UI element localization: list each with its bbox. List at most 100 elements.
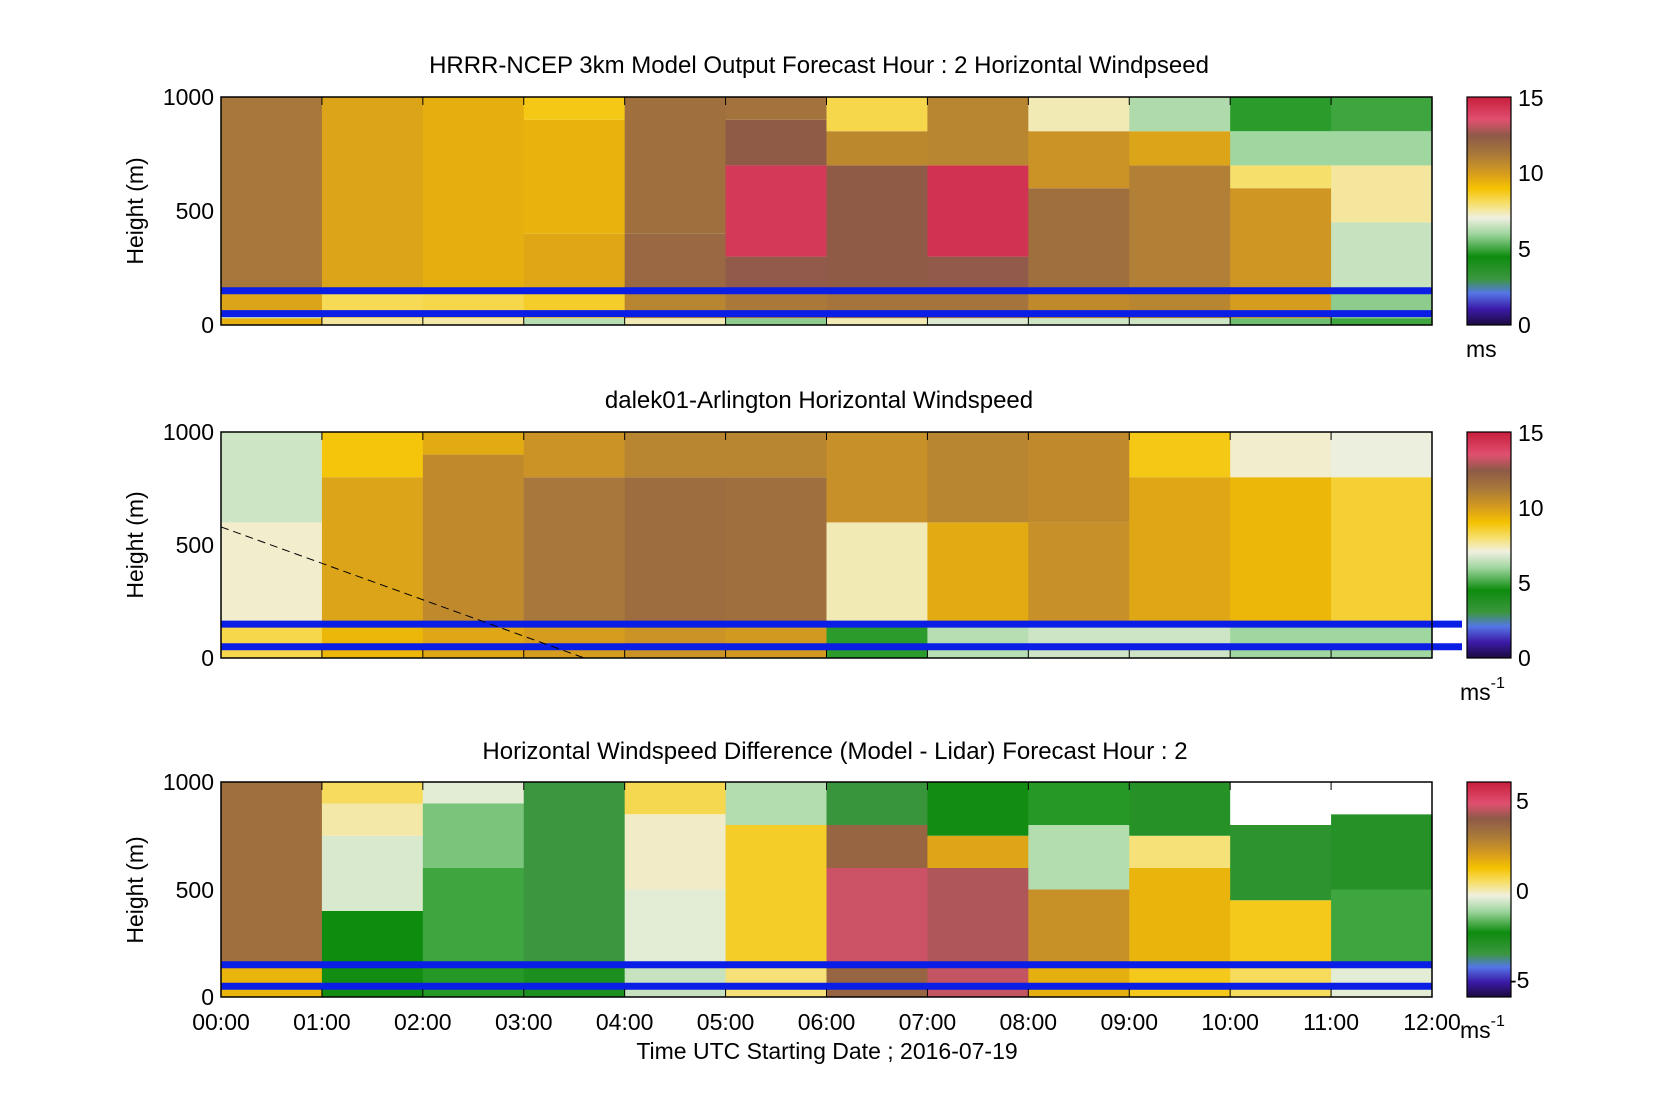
- heatmap-cell-p3-h0-s1: [221, 782, 323, 965]
- xtick-label-7: 07:00: [899, 1009, 957, 1035]
- heatmap-cell-p3-h7-s1: [927, 868, 1029, 965]
- heatmap-cell-p3-h10-s0: [1230, 964, 1332, 997]
- panel-1-ylabel: Height (m): [122, 157, 148, 264]
- heatmap-cell-p1-h3-s4: [523, 97, 626, 120]
- heatmap-cell-p3-h4-s0: [624, 964, 727, 997]
- panel-1-cbar-unit: ms: [1466, 336, 1497, 362]
- heatmap-cell-p1-h4-s3: [624, 97, 727, 234]
- heatmap-cell-p2-h4-s2: [624, 432, 727, 478]
- heatmap-cell-p3-h9-s2: [1129, 835, 1231, 868]
- panel-difference: Horizontal Windspeed Difference (Model -…: [122, 738, 1529, 1064]
- heatmap-cell-p2-h9-s2: [1129, 432, 1231, 478]
- heatmap-cell-p1-h1-s0: [321, 318, 424, 325]
- panel-2-cells: [221, 432, 1433, 658]
- heatmap-cell-p1-h9-s0: [1129, 318, 1231, 325]
- heatmap-cell-p2-h6-s0: [826, 624, 929, 658]
- heatmap-cell-p1-h11-s0: [1331, 318, 1433, 325]
- heatmap-cell-p2-h11-s0: [1331, 624, 1433, 658]
- heatmap-cell-p1-h2-s2: [422, 97, 525, 291]
- heatmap-cell-p2-h3-s1: [523, 477, 626, 625]
- xtick-label-9: 09:00: [1100, 1009, 1158, 1035]
- heatmap-cell-p1-h5-s5: [725, 97, 828, 120]
- panel-model: HRRR-NCEP 3km Model Output Forecast Hour…: [122, 52, 1544, 362]
- heatmap-cell-p2-h3-s0: [523, 624, 626, 658]
- heatmap-cell-p3-h1-s0: [321, 964, 424, 997]
- heatmap-cell-p2-h2-s0: [422, 624, 525, 658]
- heatmap-cell-p2-h0-s1: [221, 522, 323, 625]
- heatmap-cell-p1-h3-s0: [523, 318, 626, 325]
- panel-2-cbar-unit: ms-1: [1460, 675, 1505, 705]
- heatmap-cell-p1-h10-s4: [1230, 131, 1332, 166]
- heatmap-cell-p1-h8-s2: [1028, 188, 1130, 291]
- heatmap-cell-p2-h11-s2: [1331, 432, 1433, 478]
- heatmap-cell-p3-h8-s0: [1028, 964, 1130, 997]
- heatmap-cell-p2-h4-s1: [624, 477, 727, 625]
- heatmap-cell-p1-h6-s4: [826, 97, 929, 132]
- heatmap-cell-p3-h11-s3: [1331, 782, 1433, 815]
- panel-1-colorbar: [1466, 96, 1512, 326]
- heatmap-cell-p2-h2-s2: [422, 432, 525, 455]
- heatmap-cell-p3-h10-s3: [1230, 782, 1332, 825]
- heatmap-cell-p3-h6-s3: [826, 782, 929, 825]
- heatmap-cell-p2-h3-s2: [523, 432, 626, 478]
- heatmap-cell-p2-h0-s2: [221, 432, 323, 523]
- panel-3-cells: [221, 782, 1433, 997]
- xtick-label-2: 02:00: [394, 1009, 452, 1035]
- heatmap-cell-p3-h2-s3: [422, 782, 525, 804]
- xtick-label-1: 01:00: [293, 1009, 351, 1035]
- heatmap-cell-p1-h3-s2: [523, 233, 626, 291]
- heatmap-cell-p1-h1-s2: [321, 97, 424, 291]
- panel-lidar: dalek01-Arlington Horizontal Windspeed 1…: [122, 387, 1544, 705]
- panel-1-cbar-10: 10: [1518, 160, 1544, 186]
- heatmap-cell-p1-h5-s4: [725, 119, 828, 166]
- heatmap-cell-p1-h3-s3: [523, 119, 626, 234]
- heatmap-cell-p1-h7-s3: [927, 165, 1029, 257]
- panel-1-cbar-0: 0: [1518, 312, 1531, 338]
- xtick-label-5: 05:00: [697, 1009, 755, 1035]
- heatmap-cell-p3-h8-s2: [1028, 825, 1130, 890]
- heatmap-cell-p2-h8-s2: [1028, 432, 1130, 523]
- heatmap-cell-p3-h3-s1: [523, 782, 626, 965]
- heatmap-cell-p1-h6-s0: [826, 318, 929, 325]
- panel-1-xticks: [220, 97, 1433, 325]
- heatmap-cell-p1-h5-s2: [725, 256, 828, 291]
- heatmap-cell-p3-h11-s0: [1331, 964, 1433, 997]
- heatmap-cell-p3-h10-s2: [1230, 825, 1332, 901]
- panel-1-ytick-0: 0: [201, 312, 214, 338]
- heatmap-cell-p2-h11-s1: [1331, 477, 1433, 625]
- panel-3-ref-lines: [221, 961, 1432, 990]
- panel-2-ytick-1000: 1000: [163, 419, 214, 445]
- heatmap-cell-p1-h8-s4: [1028, 97, 1130, 132]
- panel-2-cbar-0: 0: [1518, 645, 1531, 671]
- heatmap-cell-p3-h8-s3: [1028, 782, 1130, 825]
- heatmap-cell-p1-h7-s0: [927, 318, 1029, 325]
- heatmap-cell-p3-h5-s1: [725, 825, 828, 965]
- panel-1-cells: [221, 97, 1433, 325]
- heatmap-cell-p1-h9-s2: [1129, 165, 1231, 291]
- panel-2-ref-lines: [221, 620, 1462, 651]
- heatmap-cell-p1-h5-s3: [725, 165, 828, 257]
- xtick-label-10: 10:00: [1201, 1009, 1259, 1035]
- panel-3-cbar-unit: ms-1: [1460, 1013, 1505, 1043]
- panel-1-cbar-15: 15: [1518, 85, 1544, 111]
- heatmap-cell-p1-h9-s3: [1129, 131, 1231, 166]
- heatmap-cell-p2-h5-s2: [725, 432, 828, 478]
- panel-3-ytick-500: 500: [176, 877, 214, 903]
- heatmap-cell-p2-h8-s0: [1028, 624, 1130, 658]
- heatmap-cell-p3-h11-s2: [1331, 814, 1433, 890]
- heatmap-cell-p2-h6-s1: [826, 522, 929, 625]
- heatmap-cell-p3-h2-s1: [422, 868, 525, 965]
- heatmap-cell-p2-h1-s0: [321, 624, 424, 658]
- heatmap-cell-p1-h0-s2: [221, 290, 323, 314]
- heatmap-cell-p3-h6-s1: [826, 868, 929, 965]
- heatmap-cell-p3-h5-s2: [725, 782, 828, 825]
- heatmap-cell-p1-h8-s3: [1028, 131, 1130, 189]
- heatmap-cell-p3-h6-s2: [826, 825, 929, 868]
- panel-2-ylabel: Height (m): [122, 491, 148, 598]
- xtick-label-8: 08:00: [1000, 1009, 1058, 1035]
- panel-2-ytick-500: 500: [176, 532, 214, 558]
- panel-3-cbar-0: 0: [1516, 878, 1529, 904]
- heatmap-cell-p3-h8-s1: [1028, 889, 1130, 965]
- heatmap-cell-p2-h4-s0: [624, 624, 727, 658]
